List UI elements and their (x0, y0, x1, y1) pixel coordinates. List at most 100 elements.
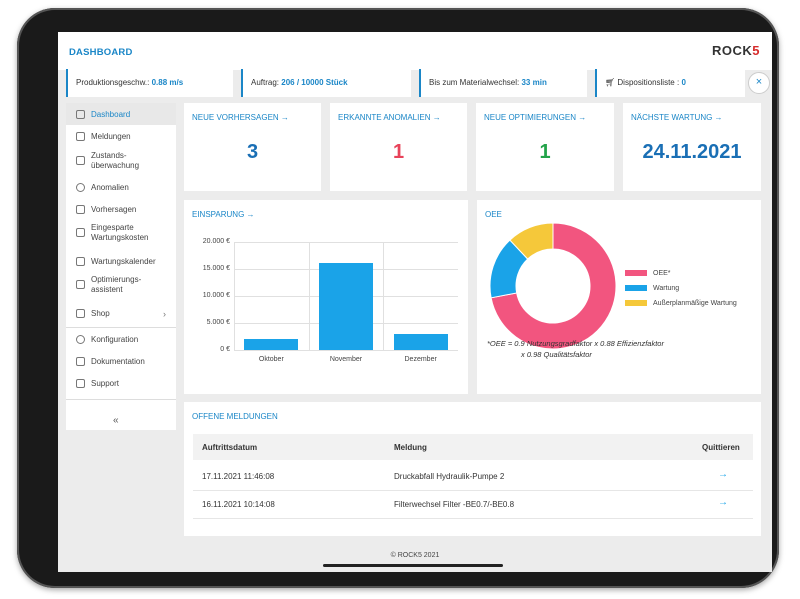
legend-item[interactable]: OEE* (625, 270, 671, 277)
close-icon[interactable]: × (748, 72, 770, 94)
sidebar-item-label: Meldungen (91, 132, 131, 141)
legend-label: Außerplanmäßige Wartung (653, 300, 737, 307)
chip-order: Auftrag: 206 / 10000 Stück (241, 69, 411, 97)
acknowledge-arrow-icon[interactable]: → (718, 497, 728, 508)
support-icon (76, 379, 85, 388)
kpi-value: 24.11.2021 (642, 141, 742, 163)
kpi-card-predictions[interactable]: NEUE VORHERSAGEN → 3 (184, 103, 321, 191)
brand-logo: ROCK5 (712, 43, 760, 58)
formula-line: x 0.98 Qualitätsfaktor (521, 350, 592, 359)
sidebar-item-label: Wartungskalender (91, 257, 156, 266)
sidebar: Dashboard Meldungen Zustands-überwachung… (66, 103, 176, 430)
cart-icon: 🛒︎ (605, 78, 618, 87)
column-header-message[interactable]: Meldung (394, 443, 427, 452)
y-tick-label: 20.000 € (202, 238, 230, 245)
top-bar: DASHBOARD ROCK5 (58, 32, 772, 70)
sidebar-item-anomalien[interactable]: Anomalien (66, 183, 176, 193)
sidebar-item-shop[interactable]: Shop › (66, 309, 176, 319)
cart-icon (76, 309, 85, 318)
calendar-icon (76, 257, 85, 266)
sidebar-item-label: Vorhersagen (91, 205, 137, 214)
gridline (234, 350, 458, 351)
row-message: Filterwechsel Filter -BE0.7/-BE0.8 (394, 500, 515, 509)
chip-value: 33 min (521, 78, 547, 87)
sidebar-item-eingesparte-wartungskosten[interactable]: Eingesparte Wartungskosten (66, 223, 176, 245)
kpi-label: NÄCHSTE WARTUNG → (631, 113, 723, 122)
row-date: 16.11.2021 10:14:08 (202, 500, 275, 509)
chip-label: Bis zum Materialwechsel: (429, 78, 520, 87)
vertical-gridline (234, 242, 235, 350)
gear-icon (76, 335, 85, 344)
legend-label: Wartung (653, 285, 680, 292)
divider (66, 399, 176, 400)
y-tick-label: 5.000 € (206, 319, 230, 326)
legend-item[interactable]: Außerplanmäßige Wartung (625, 300, 737, 307)
chart-icon (76, 156, 85, 165)
oee-donut-chart (489, 222, 617, 350)
legend-swatch (625, 300, 647, 307)
oee-formula: *OEE = 0.9 Nutzungsgradfaktor x 0.88 Eff… (487, 338, 664, 360)
sidebar-item-dashboard[interactable]: Dashboard (66, 103, 176, 125)
bar-dezember[interactable] (393, 333, 448, 350)
acknowledge-arrow-icon[interactable]: → (718, 469, 728, 480)
sidebar-item-label: Anomalien (91, 183, 129, 192)
kpi-card-anomalies[interactable]: ERKANNTE ANOMALIEN → 1 (330, 103, 467, 191)
sidebar-item-label: Eingesparte (91, 223, 134, 232)
table-header (193, 434, 753, 460)
sidebar-item-wartungskalender[interactable]: Wartungskalender (66, 257, 176, 267)
vertical-gridline (308, 242, 310, 350)
image-icon (76, 280, 85, 289)
message-icon (76, 132, 85, 141)
sidebar-item-label: Support (91, 379, 120, 388)
sidebar-item-konfiguration[interactable]: Konfiguration (66, 335, 176, 345)
sidebar-item-vorhersagen[interactable]: Vorhersagen (66, 205, 176, 215)
sidebar-item-optimierungsassistent[interactable]: Optimierungs-assistent (66, 275, 176, 297)
sidebar-item-label: überwachung (91, 161, 140, 170)
savings-title[interactable]: EINSPARUNG → (192, 210, 255, 219)
chip-value: 0 (681, 78, 686, 87)
bar-november[interactable] (319, 262, 373, 350)
footer: © ROCK5 2021 (390, 552, 440, 559)
y-tick-label: 15.000 € (202, 265, 230, 272)
chip-disposition-list[interactable]: 🛒︎ Dispositionsliste : 0 (595, 69, 745, 97)
donut-slice-2[interactable] (509, 222, 554, 260)
sidebar-item-meldungen[interactable]: Meldungen (66, 132, 176, 142)
collapse-sidebar-button[interactable]: « (113, 415, 119, 426)
sidebar-item-label: Dashboard (91, 110, 131, 119)
kpi-card-optimizations[interactable]: NEUE OPTIMIERUNGEN → 1 (476, 103, 614, 191)
open-messages-title: OFFENE MELDUNGEN (192, 412, 278, 421)
column-header-date[interactable]: Auftrittsdatum (202, 443, 258, 452)
sidebar-item-support[interactable]: Support (66, 379, 176, 389)
grid-icon (76, 110, 85, 119)
eye-icon (76, 183, 85, 192)
chip-label: Auftrag: (251, 78, 280, 87)
tablet-frame: DASHBOARD ROCK5 Produktionsgeschw.: 0.88… (17, 8, 779, 588)
kpi-value: 1 (539, 141, 551, 163)
sidebar-item-label: Shop (91, 309, 110, 318)
formula-line: *OEE = 0.9 Nutzungsgradfaktor x 0.88 Eff… (487, 339, 664, 348)
sidebar-item-label: Konfiguration (91, 335, 139, 344)
logo-text: ROCK (711, 43, 753, 58)
logo-accent: 5 (752, 43, 760, 58)
kpi-label: NEUE VORHERSAGEN → (192, 113, 289, 122)
open-messages-card: OFFENE MELDUNGEN Auftrittsdatum Meldung … (184, 402, 761, 536)
chip-value: 0.88 m/s (151, 78, 184, 87)
row-divider (193, 518, 753, 519)
sidebar-item-label: Zustands- (91, 151, 127, 160)
column-header-acknowledge: Quittieren (702, 443, 740, 452)
kpi-card-next-maintenance[interactable]: NÄCHSTE WARTUNG → 24.11.2021 (623, 103, 761, 191)
chip-material-change: Bis zum Materialwechsel: 33 min (419, 69, 587, 97)
chip-value: 206 / 10000 Stück (281, 78, 348, 87)
bar-oktober[interactable] (244, 339, 299, 350)
row-date: 17.11.2021 11:46:08 (202, 472, 275, 481)
legend-item[interactable]: Wartung (625, 285, 679, 292)
kpi-value: 3 (246, 141, 259, 163)
vertical-gridline (383, 242, 385, 350)
x-tick-label: November (329, 356, 363, 363)
sidebar-item-label: assistent (91, 285, 123, 294)
sidebar-item-zustandsueberwachung[interactable]: Zustands-überwachung (66, 151, 176, 173)
chevron-right-icon: › (163, 309, 166, 319)
row-divider (193, 490, 753, 491)
donut-slice-0[interactable] (490, 222, 617, 350)
sidebar-item-dokumentation[interactable]: Dokumentation (66, 357, 176, 367)
